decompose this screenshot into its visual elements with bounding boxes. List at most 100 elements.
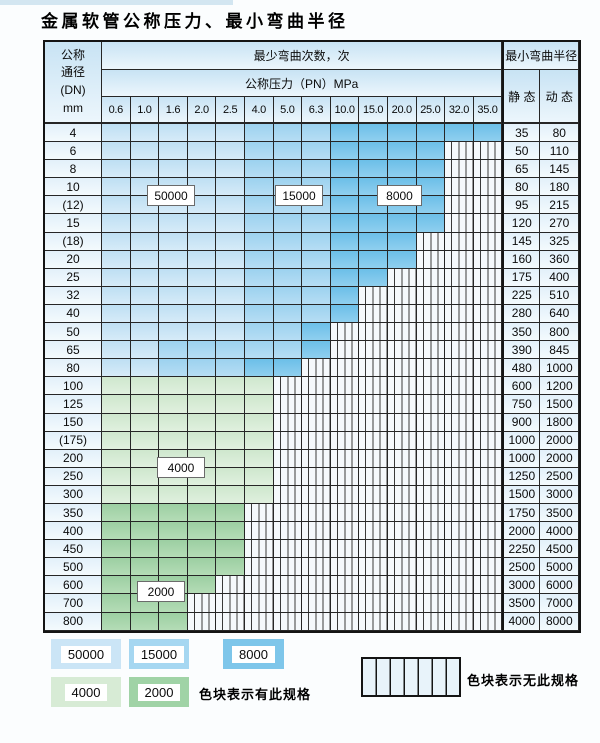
no-spec-cell	[387, 341, 417, 360]
no-spec-cell	[445, 612, 474, 631]
no-spec-cell	[359, 594, 388, 613]
spec-cell	[216, 522, 245, 541]
static-header: 静 态	[502, 70, 541, 124]
no-spec-cell	[445, 594, 474, 613]
static-radius-value: 2500	[502, 558, 541, 577]
spec-cell	[216, 359, 245, 378]
no-spec-cell	[330, 323, 360, 342]
spec-cell	[159, 413, 188, 432]
spec-cell	[130, 286, 160, 305]
no-spec-cell	[273, 503, 303, 523]
spec-cell	[159, 214, 188, 233]
spec-cell	[102, 323, 131, 342]
no-spec-cell	[473, 359, 503, 378]
no-spec-cell	[187, 594, 217, 613]
spec-cell	[130, 250, 160, 269]
legend-swatch-15000: 15000	[129, 639, 189, 669]
pn-column-header: 4.0	[244, 97, 274, 124]
no-spec-cell	[387, 612, 417, 631]
spec-cell	[130, 268, 160, 287]
zone-label-50000: 50000	[147, 185, 195, 206]
spec-cell	[187, 522, 217, 541]
spec-cell	[102, 214, 131, 233]
dynamic-header: 动 态	[540, 70, 580, 124]
pn-column-header: 1.0	[130, 97, 160, 124]
dn-cell: 400	[45, 522, 102, 541]
spec-cell	[187, 377, 217, 396]
no-spec-cell	[330, 612, 360, 631]
spec-cell	[102, 594, 131, 613]
no-spec-cell	[244, 522, 274, 541]
no-spec-cell	[445, 304, 474, 324]
spec-cell	[187, 250, 217, 269]
no-spec-cell	[473, 612, 503, 631]
no-spec-cell	[216, 612, 245, 631]
spec-cell	[330, 124, 360, 143]
dynamic-radius-value: 8000	[540, 612, 580, 631]
no-spec-cell	[273, 522, 303, 541]
spec-cell	[187, 540, 217, 559]
no-spec-cell	[330, 377, 360, 396]
spec-cell	[216, 178, 245, 197]
spec-cell	[302, 250, 331, 269]
pn-column-header: 20.0	[387, 97, 417, 124]
spec-cell	[130, 522, 160, 541]
spec-cell	[216, 449, 245, 468]
dynamic-radius-value: 845	[540, 341, 580, 360]
spec-cell	[130, 359, 160, 378]
spec-cell	[159, 160, 188, 179]
no-spec-cell	[416, 485, 446, 504]
dn-cell: 500	[45, 558, 102, 577]
spec-cell	[187, 485, 217, 504]
no-spec-cell	[416, 341, 446, 360]
dn-cell: 80	[45, 359, 102, 378]
dn-cell: 25	[45, 268, 102, 287]
no-spec-cell	[387, 467, 417, 486]
static-radius-value: 145	[502, 232, 541, 251]
spec-cell	[244, 160, 274, 179]
no-spec-cell	[244, 558, 274, 577]
pn-column-header: 10.0	[330, 97, 360, 124]
spec-cell	[330, 232, 360, 251]
dynamic-radius-value: 2000	[540, 431, 580, 450]
spec-cell	[159, 612, 188, 631]
spec-cell	[102, 232, 131, 251]
no-spec-cell	[445, 196, 474, 215]
no-spec-cell	[330, 359, 360, 378]
pn-column-header: 2.5	[216, 97, 245, 124]
spec-cell	[302, 323, 331, 342]
spec-cell	[244, 178, 274, 197]
no-spec-cell	[302, 594, 331, 613]
legend-swatch-8000: 8000	[223, 639, 284, 669]
spec-cell	[416, 178, 446, 197]
no-spec-cell	[473, 268, 503, 287]
no-spec-cell	[359, 449, 388, 468]
static-radius-value: 280	[502, 304, 541, 324]
no-spec-cell	[330, 431, 360, 450]
no-spec-cell	[445, 142, 474, 161]
static-radius-value: 390	[502, 341, 541, 360]
no-spec-cell	[445, 268, 474, 287]
static-radius-value: 2000	[502, 522, 541, 541]
dn-cell: 50	[45, 323, 102, 342]
spec-cell	[359, 124, 388, 143]
no-spec-cell	[445, 377, 474, 396]
spec-cell	[130, 304, 160, 324]
spec-cell	[102, 540, 131, 559]
spec-cell	[302, 142, 331, 161]
spec-cell	[216, 467, 245, 486]
no-spec-cell	[416, 467, 446, 486]
no-spec-cell	[473, 395, 503, 414]
pressure-header: 公称压力（PN）MPa	[102, 70, 503, 97]
spec-cell	[387, 250, 417, 269]
no-spec-cell	[302, 413, 331, 432]
spec-cell	[244, 142, 274, 161]
spec-cell	[216, 341, 245, 360]
spec-cell	[159, 485, 188, 504]
zone-label-2000: 2000	[137, 581, 185, 602]
spec-cell	[187, 558, 217, 577]
no-spec-cell	[273, 576, 303, 595]
static-radius-value: 900	[502, 413, 541, 432]
no-spec-cell	[359, 359, 388, 378]
spec-cell	[244, 395, 274, 414]
